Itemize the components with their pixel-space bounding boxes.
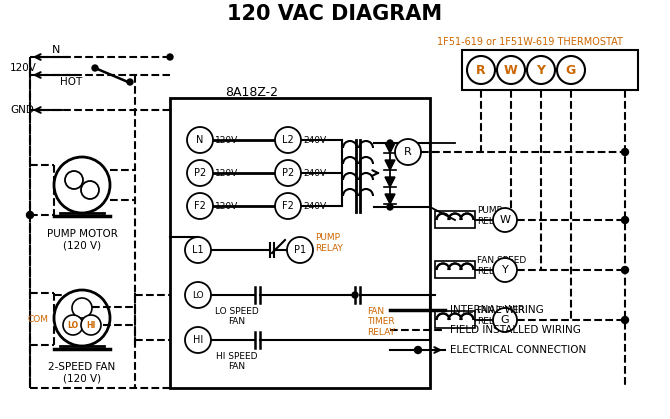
Text: L1: L1 <box>192 245 204 255</box>
Circle shape <box>65 171 83 189</box>
Text: 120 VAC DIAGRAM: 120 VAC DIAGRAM <box>227 4 443 24</box>
Circle shape <box>187 160 213 186</box>
Text: LO: LO <box>192 290 204 300</box>
Text: L2: L2 <box>282 135 294 145</box>
Bar <box>435 261 475 278</box>
Circle shape <box>275 193 301 219</box>
Circle shape <box>415 347 421 354</box>
Text: FAN
TIMER
RELAY: FAN TIMER RELAY <box>367 307 395 337</box>
Text: W: W <box>504 64 518 77</box>
Circle shape <box>622 217 628 223</box>
Circle shape <box>54 157 110 213</box>
Text: HOT: HOT <box>60 77 82 87</box>
Bar <box>170 98 430 388</box>
Text: G: G <box>566 64 576 77</box>
Text: R: R <box>476 64 486 77</box>
Circle shape <box>27 212 34 218</box>
Circle shape <box>275 160 301 186</box>
Text: G: G <box>500 315 509 325</box>
Text: HI: HI <box>193 335 203 345</box>
Text: 120V: 120V <box>215 168 239 178</box>
Text: ELECTRICAL CONNECTION: ELECTRICAL CONNECTION <box>450 345 586 355</box>
Circle shape <box>187 127 213 153</box>
Polygon shape <box>385 177 395 187</box>
Text: HI SPEED
FAN: HI SPEED FAN <box>216 352 258 371</box>
Text: 240V: 240V <box>303 168 326 178</box>
Circle shape <box>622 148 628 155</box>
Circle shape <box>387 204 393 210</box>
Text: N: N <box>52 45 60 55</box>
Text: Y: Y <box>537 64 545 77</box>
Circle shape <box>185 327 211 353</box>
Text: INTERNAL WIRING: INTERNAL WIRING <box>450 305 544 315</box>
Circle shape <box>127 79 133 85</box>
Text: COM: COM <box>28 316 49 324</box>
Text: Y: Y <box>502 265 509 275</box>
Circle shape <box>467 56 495 84</box>
Circle shape <box>185 282 211 308</box>
Text: LO SPEED
FAN: LO SPEED FAN <box>215 307 259 326</box>
Text: 120V: 120V <box>10 63 37 73</box>
Circle shape <box>493 308 517 332</box>
Text: 120V: 120V <box>215 135 239 145</box>
Text: W: W <box>500 215 511 225</box>
Text: FAN TIMER
RELAY: FAN TIMER RELAY <box>477 306 525 326</box>
Text: P1: P1 <box>294 245 306 255</box>
Text: 1F51-619 or 1F51W-619 THERMOSTAT: 1F51-619 or 1F51W-619 THERMOSTAT <box>437 37 623 47</box>
Text: P2: P2 <box>282 168 294 178</box>
Bar <box>435 311 475 328</box>
Circle shape <box>185 237 211 263</box>
Text: 240V: 240V <box>303 202 326 210</box>
Text: P2: P2 <box>194 168 206 178</box>
Bar <box>435 211 475 228</box>
Circle shape <box>395 139 421 165</box>
Circle shape <box>54 290 110 346</box>
Text: LO: LO <box>68 321 78 329</box>
Bar <box>462 50 638 90</box>
Text: GND: GND <box>10 105 34 115</box>
Polygon shape <box>385 143 395 153</box>
Circle shape <box>81 181 99 199</box>
Polygon shape <box>385 160 395 170</box>
Text: HI: HI <box>86 321 96 329</box>
Text: 240V: 240V <box>303 135 326 145</box>
Text: 2-SPEED FAN
(120 V): 2-SPEED FAN (120 V) <box>48 362 116 384</box>
Circle shape <box>622 266 628 274</box>
Circle shape <box>387 140 393 146</box>
Circle shape <box>493 258 517 282</box>
Text: F2: F2 <box>194 201 206 211</box>
Circle shape <box>63 315 83 335</box>
Circle shape <box>622 316 628 323</box>
Text: FAN SPEED
RELAY: FAN SPEED RELAY <box>477 256 526 276</box>
Circle shape <box>287 237 313 263</box>
Circle shape <box>527 56 555 84</box>
Text: 8A18Z-2: 8A18Z-2 <box>225 85 278 98</box>
Text: PUMP
RELAY: PUMP RELAY <box>477 206 505 226</box>
Text: PUMP
RELAY: PUMP RELAY <box>315 233 343 253</box>
Text: 120V: 120V <box>215 202 239 210</box>
Text: FIELD INSTALLED WIRING: FIELD INSTALLED WIRING <box>450 325 581 335</box>
Circle shape <box>167 54 173 60</box>
Circle shape <box>497 56 525 84</box>
Text: R: R <box>404 147 412 157</box>
Text: N: N <box>196 135 204 145</box>
Circle shape <box>352 292 358 298</box>
Circle shape <box>81 315 101 335</box>
Polygon shape <box>385 194 395 204</box>
Circle shape <box>92 65 98 71</box>
Circle shape <box>557 56 585 84</box>
Circle shape <box>493 208 517 232</box>
Circle shape <box>187 193 213 219</box>
Circle shape <box>72 298 92 318</box>
Circle shape <box>275 127 301 153</box>
Text: PUMP MOTOR
(120 V): PUMP MOTOR (120 V) <box>46 229 117 251</box>
Text: F2: F2 <box>282 201 294 211</box>
